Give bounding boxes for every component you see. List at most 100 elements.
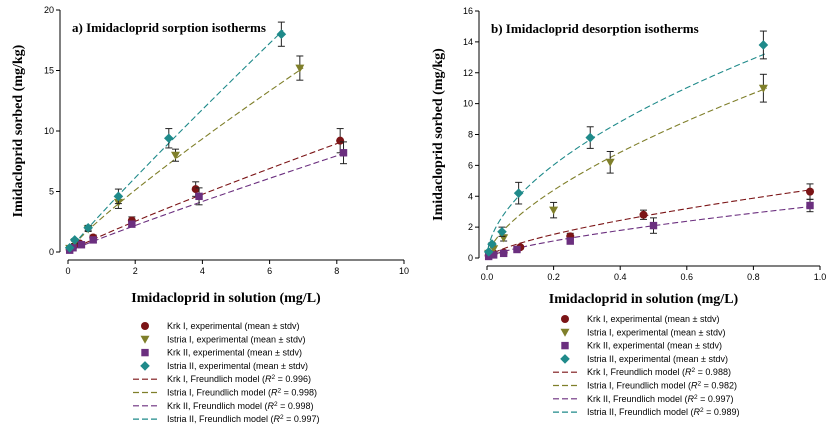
x-axis-title: Imidacloprid in solution (mg/L) [131,291,321,306]
x-tick-label: 1.0 [814,272,827,282]
data-point-krk1 [191,185,200,194]
data-point-istria2 [164,133,174,144]
legend: Krk I, experimental (mean ± stdv) Istria … [553,314,739,417]
legend-marker-istria1 [560,328,570,337]
y-tick-label: 16 [463,6,473,16]
data-point-istria2 [758,40,769,50]
r-squared-value: = 0.989) [704,407,740,417]
r-squared-value: = 0.982) [701,381,737,391]
y-tick-label: 15 [44,66,54,76]
superscript-two: 2 [692,367,696,374]
data-point-istria2 [585,132,596,143]
legend-label: Istria II, Freundlich model (R2 = 0.989) [587,407,739,418]
model-curve-krk1 [67,140,344,253]
y-tick-label: 14 [463,37,473,47]
legend-label: Istria I, Freundlich model (R2 = 0.998) [167,387,317,398]
superscript-two: 2 [280,414,284,421]
data-point-istria2 [276,29,287,39]
y-tick-label: 0 [468,253,473,263]
data-point-istria2 [69,235,80,245]
y-tick-label: 5 [49,187,54,197]
x-tick-label: 8 [334,266,339,276]
legend-marker-krk2 [561,341,569,350]
superscript-two: 2 [694,393,698,400]
superscript-two: 2 [700,407,704,414]
data-point-krk2 [89,236,97,244]
x-tick-label: 2 [133,266,138,276]
x-tick-label: 4 [200,266,205,276]
data-point-istria2 [64,242,75,253]
chart-title: b) Imidacloprid desorption isotherms [491,21,699,36]
data-point-krk1 [336,136,345,145]
data-point-istria1 [605,158,615,167]
legend-label: Istria I, Freundlich model (R2 = 0.982) [587,380,737,391]
legend-label: Krk II, Freundlich model (R2 = 0.997) [587,393,733,404]
model-curve-krk1 [486,188,814,259]
data-point-krk2 [195,192,203,201]
legend-label: Krk I, experimental (mean ± stdv) [167,321,299,331]
data-point-krk1 [806,187,815,196]
model-curve-istria1 [486,87,767,259]
data-point-krk2 [499,249,508,258]
x-tick-label: 0.0 [481,272,494,282]
legend-label: Krk II, Freundlich model (R2 = 0.998) [167,400,313,411]
x-tick-label: 0.4 [614,272,627,282]
r-squared-symbol: R [274,414,281,424]
chart-title: a) Imidacloprid sorption isotherms [72,20,266,35]
data-point-krk2 [128,220,136,228]
r-squared-value: = 0.997) [698,394,734,404]
y-tick-label: 8 [468,130,473,140]
r-squared-symbol: R [268,401,275,411]
legend-marker-krk2 [141,348,149,357]
data-point-krk2 [513,245,521,254]
superscript-two: 2 [272,374,276,381]
r-squared-symbol: R [688,394,695,404]
y-axis-title: Imidacloprid sorbed (mg/kg) [11,44,26,217]
data-point-krk2 [77,241,86,249]
superscript-two: 2 [698,380,702,387]
legend-marker-istria2 [560,354,570,364]
r-squared-symbol: R [694,407,701,417]
legend-label: Istria I, experimental (mean ± stdv) [587,327,726,337]
x-tick-label: 0 [65,266,70,276]
chart-panel-b: 0 2 4 6 8 10 12 14 16 0.0 0.2 0.4 0.6 0.8 1.0 b) Imidac… [431,6,826,417]
model-curve-krk2 [67,151,348,253]
y-tick-label: 4 [468,191,473,201]
data-point-istria2 [483,247,494,257]
legend-label: Istria II, Freundlich model (R2 = 0.997) [167,414,319,425]
data-point-krk2 [339,149,348,157]
data-point-istria2 [113,191,124,202]
legend-marker-istria2 [140,361,150,371]
legend-label: Istria II, experimental (mean ± stdv) [587,354,728,364]
y-axis-title: Imidacloprid sorbed (mg/kg) [431,48,446,221]
x-tick-label: 0.2 [547,272,560,282]
y-tick-label: 0 [49,247,54,257]
superscript-two: 2 [274,400,278,407]
model-curve-istria2 [486,52,767,259]
data-point-istria2 [83,223,93,233]
y-tick-label: 20 [44,5,54,15]
data-point-istria2 [487,239,497,249]
data-point-krk2 [649,221,658,230]
legend-label: Istria I, experimental (mean ± stdv) [167,334,306,344]
data-point-istria2 [513,188,524,198]
legend-label: Krk II, experimental (mean ± stdv) [587,341,722,351]
y-tick-label: 10 [463,99,473,109]
y-tick-label: 10 [44,126,54,136]
legend-marker-istria1 [140,335,150,344]
x-tick-label: 0.6 [681,272,694,282]
chart-panel-a: 0 5 10 15 20 0 2 4 6 8 10 a) Imidacloprid sorption … [11,5,409,424]
legend-label: Krk I, Freundlich model (R2 = 0.996) [167,374,311,385]
data-point-istria1 [171,151,181,160]
r-squared-symbol: R [271,388,278,398]
r-squared-value: = 0.988) [695,367,731,377]
legend-label: Krk I, Freundlich model (R2 = 0.988) [587,367,731,378]
data-point-istria1 [758,84,768,93]
x-axis-title: Imidacloprid in solution (mg/L) [549,292,739,307]
data-point-krk2 [806,201,814,210]
model-curve-istria1 [67,67,304,253]
r-squared-value: = 0.998) [278,401,314,411]
r-squared-symbol: R [691,381,698,391]
y-tick-label: 12 [463,68,473,78]
